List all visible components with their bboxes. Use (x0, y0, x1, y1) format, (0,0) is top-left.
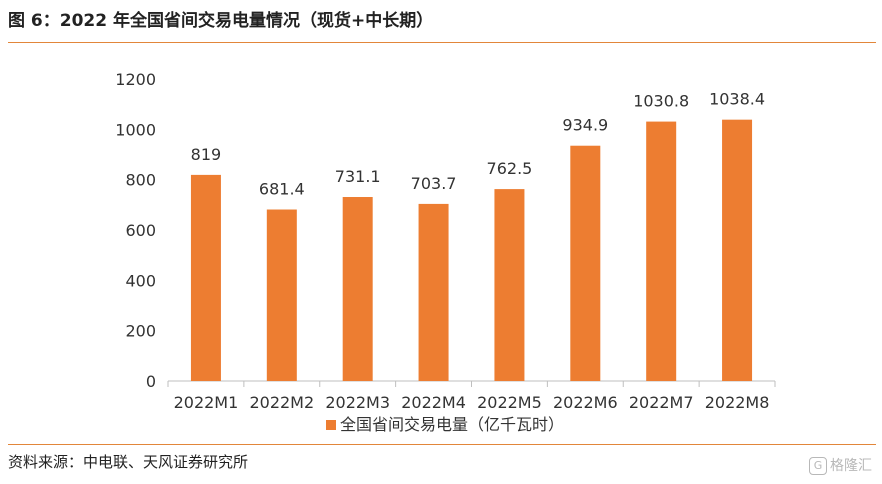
bar-series: 819 681.4 731.1 703.7 762.5 934.9 1030.8 1038.4 (191, 90, 765, 381)
data-label: 819 (191, 145, 222, 164)
y-tick-label: 400 (125, 271, 156, 290)
x-tick-label: 2022M6 (553, 393, 618, 412)
data-label: 1030.8 (633, 92, 689, 111)
bar (266, 209, 297, 381)
watermark-text: 格隆汇 (830, 458, 872, 474)
bar (494, 189, 525, 381)
y-tick-label: 600 (125, 221, 156, 240)
y-tick-label: 800 (125, 171, 156, 190)
bar (722, 119, 753, 381)
data-label: 934.9 (562, 116, 608, 135)
bottom-rule (8, 444, 876, 445)
top-rule (8, 42, 876, 43)
bar-chart: 0 200 400 600 800 1000 1200 2022M1 2022M2 2022M3 2… (115, 70, 776, 434)
data-label: 681.4 (259, 180, 305, 199)
bar (418, 203, 449, 381)
bar (646, 121, 677, 381)
y-tick-label: 200 (125, 322, 156, 341)
watermark-icon: G (809, 457, 827, 475)
data-label: 703.7 (411, 174, 457, 193)
source-note: 资料来源：中电联、天风证券研究所 (8, 453, 249, 471)
legend: 全国省间交易电量（亿千瓦时） (326, 415, 564, 434)
x-tick-label: 2022M5 (477, 393, 542, 412)
x-tick-label: 2022M3 (325, 393, 390, 412)
legend-swatch (326, 420, 336, 430)
y-tick-label: 1200 (115, 70, 156, 89)
data-label: 762.5 (487, 159, 533, 178)
y-tick-label: 0 (146, 372, 156, 391)
bar (342, 197, 373, 381)
y-tick-label: 1000 (115, 120, 156, 139)
bar (190, 174, 221, 381)
chart-axes: 0 200 400 600 800 1000 1200 2022M1 2022M2 2022M3 2… (115, 70, 776, 412)
legend-label: 全国省间交易电量（亿千瓦时） (340, 415, 564, 434)
chart-title: 图 6：2022 年全国省间交易电量情况（现货+中长期） (8, 11, 434, 31)
bar (570, 145, 601, 381)
data-label: 1038.4 (709, 90, 765, 109)
x-tick-label: 2022M7 (629, 393, 694, 412)
watermark-logo: G 格隆汇 (809, 455, 872, 475)
x-tick-label: 2022M8 (705, 393, 770, 412)
x-tick-label: 2022M4 (401, 393, 466, 412)
x-tick-label: 2022M2 (249, 393, 314, 412)
x-tick-label: 2022M1 (174, 393, 239, 412)
data-label: 731.1 (335, 167, 381, 186)
